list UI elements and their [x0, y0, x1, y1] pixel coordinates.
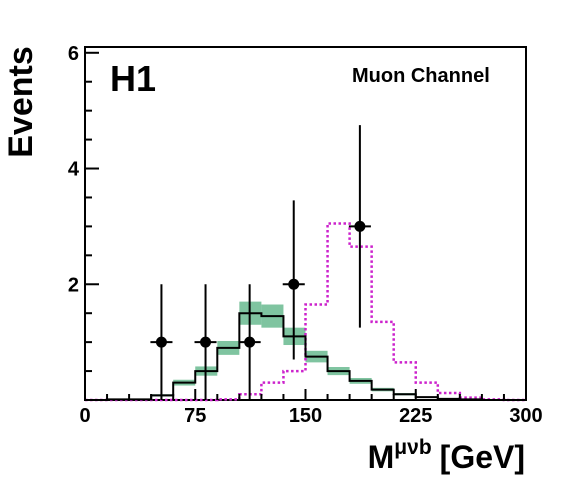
x-axis-label-unit: [GeV] [440, 439, 525, 475]
axis-ticks: 0 75 150 225 300 2 4 6 [68, 43, 543, 427]
data-point [348, 125, 371, 328]
sm-histogram-line [85, 312, 526, 401]
data-point-marker [155, 336, 167, 348]
x-axis-label: Mμνb [GeV] [368, 436, 525, 475]
x-tick-label: 0 [79, 405, 90, 427]
x-tick-label: 300 [509, 405, 542, 427]
y-tick-label: 4 [68, 159, 80, 181]
data-point-marker [244, 336, 256, 348]
y-axis-label: Events [2, 46, 40, 158]
data-point [238, 284, 261, 400]
data-point [194, 284, 217, 400]
data-point-marker [288, 278, 300, 290]
signal-histogram-line [85, 222, 526, 402]
data-point-marker [200, 336, 212, 348]
data-points-layer [150, 125, 371, 400]
x-tick-label: 225 [399, 405, 432, 427]
y-tick-label: 2 [68, 274, 79, 296]
data-point [282, 200, 305, 360]
x-axis-label-superscript: μνb [394, 436, 431, 459]
experiment-label: H1 [110, 58, 156, 99]
x-tick-label: 75 [184, 405, 206, 427]
data-point [150, 284, 173, 400]
histogram-layer [85, 222, 526, 402]
x-tick-label: 150 [289, 405, 322, 427]
channel-label: Muon Channel [352, 65, 490, 87]
x-axis-label-main: M [368, 439, 395, 475]
y-tick-label: 6 [68, 43, 79, 65]
data-point-marker [354, 220, 366, 232]
